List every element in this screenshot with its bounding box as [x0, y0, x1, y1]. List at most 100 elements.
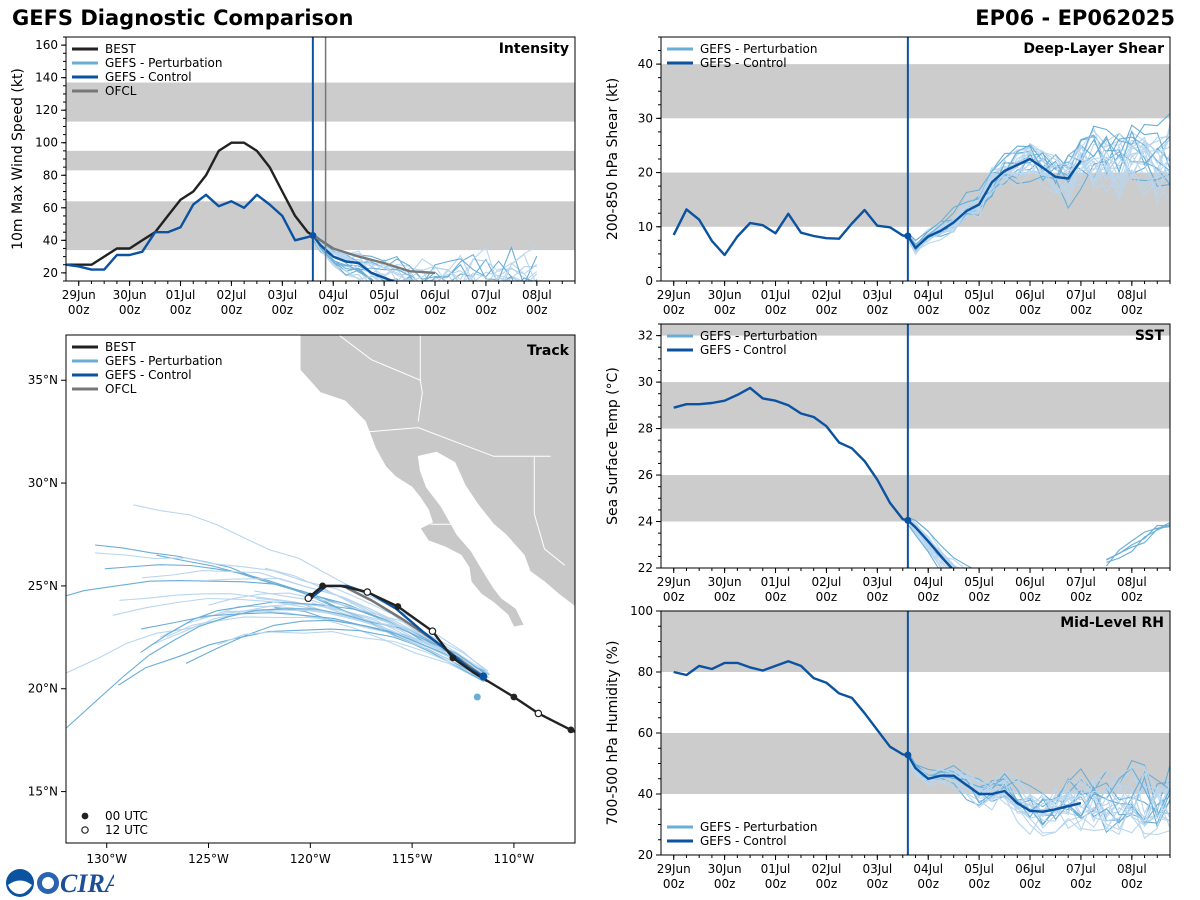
perturbation-line [312, 236, 373, 281]
lon-tick-label: 110°W [494, 852, 535, 866]
y-tick-label: 28 [638, 422, 653, 436]
x-tick-label: 00z [526, 303, 548, 317]
x-tick-label: 07Jul [1066, 575, 1096, 589]
shaded-band [661, 382, 1170, 429]
land-mass [299, 335, 575, 628]
perturbation-line [907, 752, 1170, 831]
legend-label: GEFS - Control [700, 343, 787, 357]
x-tick-label: 06Jul [1015, 862, 1045, 876]
perturbation-line [907, 152, 1170, 252]
panel-title: Mid-Level RH [1060, 615, 1164, 631]
x-tick-label: 00z [917, 590, 939, 604]
x-tick-label: 00z [119, 303, 141, 317]
lat-tick-label: 25°N [28, 579, 58, 593]
x-tick-label: 00z [424, 303, 446, 317]
perturbation-line [907, 524, 943, 568]
best-point-12utc [534, 709, 543, 718]
x-tick-label: 02Jul [812, 862, 842, 876]
y-tick-label: 80 [638, 665, 653, 679]
x-tick-label: 00z [867, 303, 889, 317]
y-tick-label: 80 [43, 168, 58, 182]
x-tick-label: 04Jul [913, 288, 943, 302]
perturbation-line [907, 517, 965, 568]
x-tick-label: 00z [663, 303, 685, 317]
x-tick-label: 00z [272, 303, 294, 317]
x-tick-label: 06Jul [420, 288, 450, 302]
x-tick-label: 00z [663, 590, 685, 604]
perturbation-line [312, 234, 514, 281]
x-tick-label: 08Jul [1117, 288, 1147, 302]
x-tick-label: 00z [968, 877, 990, 891]
perturbation-end-point [473, 693, 481, 701]
legend-label: GEFS - Control [105, 368, 192, 382]
perturbation-line [907, 149, 1170, 248]
perturbation-line [907, 753, 1170, 819]
x-tick-label: 00z [714, 590, 736, 604]
plot-area [673, 386, 1170, 568]
legend-label: OFCL [105, 382, 137, 396]
y-axis-label: 700-500 hPa Humidity (%) [605, 641, 621, 826]
legend-label: GEFS - Control [700, 56, 787, 70]
perturbation-line [312, 231, 531, 281]
state-border [417, 335, 423, 422]
x-tick-label: 06Jul [1015, 288, 1045, 302]
legend-label: BEST [105, 340, 136, 354]
perturbation-track [141, 570, 481, 676]
y-tick-label: 40 [638, 57, 653, 71]
y-tick-label: 40 [43, 233, 58, 247]
best-point-00utc [567, 726, 575, 734]
shaded-band [661, 475, 1170, 522]
x-tick-label: 00z [373, 303, 395, 317]
best-point-00utc [449, 654, 457, 662]
legend-marker-12utc [81, 826, 89, 834]
x-tick-label: 30Jun [708, 862, 742, 876]
page-title: GEFS Diagnostic Comparison [12, 6, 354, 30]
y-tick-label: 26 [638, 468, 653, 482]
series-gefs-control [672, 157, 1082, 257]
lat-tick-label: 20°N [28, 682, 58, 696]
perturbation-line [907, 150, 1170, 249]
x-tick-label: 03Jul [267, 288, 297, 302]
perturbation-line [907, 751, 1170, 813]
y-tick-label: 24 [638, 515, 653, 529]
marker-legend-label: 12 UTC [105, 823, 148, 837]
x-tick-label: 00z [867, 590, 889, 604]
perturbation-line [1106, 522, 1170, 561]
panel-intensity: 2040608010012014016029Jun00z30Jun00z01Ju… [10, 36, 576, 317]
shaded-band [66, 150, 575, 171]
y-tick-label: 30 [638, 375, 653, 389]
panel-title: Intensity [499, 41, 569, 57]
x-tick-label: 01Jul [761, 575, 791, 589]
best-point-00utc [319, 582, 326, 590]
svg-text:CIRA: CIRA [60, 869, 114, 898]
x-tick-label: 08Jul [522, 288, 552, 302]
x-tick-label: 30Jun [708, 575, 742, 589]
x-tick-label: 00z [1121, 590, 1143, 604]
perturbation-track [208, 592, 489, 672]
best-point-12utc [428, 627, 437, 635]
state-border [338, 335, 421, 381]
perturbation-line [312, 236, 401, 281]
legend-label: GEFS - Perturbation [105, 354, 222, 368]
best-point-00utc [394, 603, 402, 610]
legend-label: GEFS - Control [105, 70, 192, 84]
x-tick-label: 00z [816, 877, 838, 891]
x-tick-label: 04Jul [318, 288, 348, 302]
lon-tick-label: 120°W [290, 852, 331, 866]
x-tick-label: 30Jun [708, 288, 742, 302]
series-best [66, 141, 334, 266]
y-tick-label: 20 [638, 848, 653, 862]
x-tick-label: 08Jul [1117, 575, 1147, 589]
x-tick-label: 02Jul [217, 288, 247, 302]
x-tick-label: 00z [714, 303, 736, 317]
perturbation-line [907, 755, 1170, 821]
y-tick-label: 100 [630, 604, 653, 618]
lat-tick-label: 35°N [28, 373, 58, 387]
lat-tick-label: 15°N [28, 785, 58, 799]
legend-marker-00utc [81, 812, 89, 820]
perturbation-line [907, 523, 939, 568]
legend-label: OFCL [105, 84, 137, 98]
x-tick-label: 02Jul [812, 288, 842, 302]
perturbation-line [312, 239, 498, 281]
